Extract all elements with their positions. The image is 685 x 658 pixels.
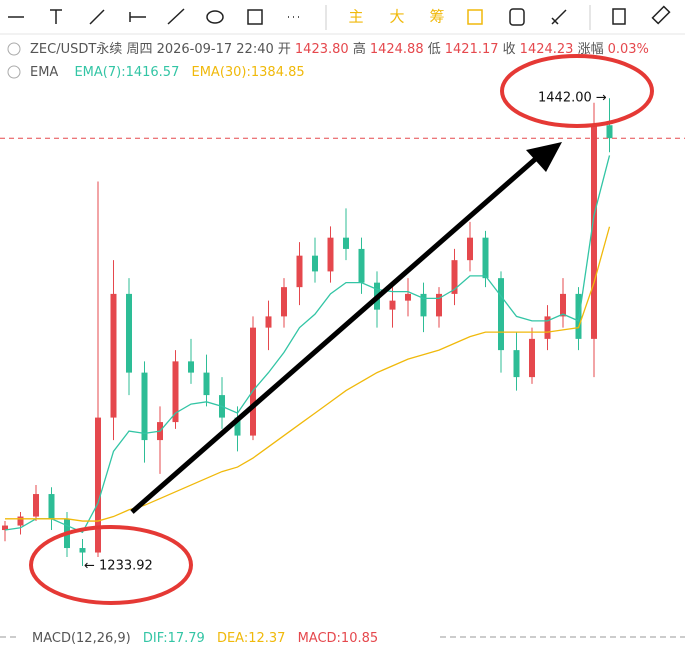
tool-erase[interactable] [551, 9, 567, 25]
dif-label: DIF:17.79 [143, 631, 205, 646]
highlight-ellipse [29, 525, 193, 605]
tool-sync[interactable] [509, 8, 525, 26]
tool-ray[interactable] [89, 9, 105, 25]
plot [0, 98, 685, 567]
label: 收 [503, 42, 516, 57]
candle-body [606, 125, 613, 139]
toolbar [8, 5, 671, 30]
markup-drawings [29, 54, 654, 605]
candle-body [95, 417, 101, 553]
tool-rect[interactable] [247, 9, 263, 25]
candle-body [327, 237, 334, 272]
value: 1421.17 [445, 42, 499, 57]
label: 涨幅 [578, 42, 604, 57]
macd-row: MACD(12,26,9) DIF:17.79 DEA:12.37 MACD:1… [32, 631, 378, 646]
ema-line [4, 155, 611, 534]
candle-body [420, 293, 427, 317]
indicator-name: EMA [30, 65, 58, 80]
max-annotation: 1442.00 → [538, 91, 607, 106]
candle-body [110, 293, 117, 418]
tool-layer[interactable] [612, 8, 626, 25]
candle-body [358, 248, 365, 283]
ema-line [5, 226, 611, 522]
tool-arrow[interactable] [167, 8, 185, 25]
candle-body [33, 494, 39, 517]
candle-body [389, 300, 396, 310]
value: 1424.88 [370, 42, 424, 57]
trend-arrow [130, 153, 542, 514]
candle-body [591, 125, 597, 339]
candle-body [467, 237, 473, 261]
label: 高 [353, 41, 366, 57]
candle-body [250, 327, 256, 436]
dea-label: DEA:12.37 [217, 631, 286, 646]
candle-body [436, 293, 442, 317]
symbol: ZEC/USDT永续 [30, 42, 122, 57]
candle-body [575, 293, 582, 339]
candle-body [2, 525, 8, 531]
datetime: 2026-09-17 22:40 [157, 42, 274, 57]
value: 1423.80 [295, 42, 349, 57]
candle-body [296, 255, 303, 288]
candle-body [126, 293, 132, 373]
candle-body [203, 372, 210, 396]
collapse-icon[interactable] [7, 42, 21, 56]
candle-body [234, 417, 241, 436]
candle-body [281, 287, 287, 317]
candle-body [188, 361, 194, 373]
candle-body [513, 350, 520, 378]
candle-body [498, 278, 504, 351]
candle-body [79, 548, 86, 553]
tool-toggle[interactable] [467, 9, 483, 25]
ema30-label: EMA(30):1384.85 [192, 65, 305, 80]
collapse-icon[interactable] [7, 65, 21, 79]
candle-body [172, 361, 179, 423]
value: 0.03% [608, 42, 649, 57]
min-annotation: ← 1233.92 [84, 559, 153, 574]
candle-body [48, 494, 55, 519]
tool-text[interactable] [50, 9, 62, 24]
toolbar-label[interactable]: 筹 [429, 8, 444, 26]
arrow-head [526, 142, 562, 172]
candle-body [560, 293, 566, 317]
candle-body [265, 316, 272, 328]
label: 低 [428, 42, 441, 57]
toolbar-label[interactable]: 大 [389, 8, 404, 26]
candle-body [343, 237, 349, 249]
macd-label: MACD:10.85 [298, 631, 379, 646]
indicator-row: EMA EMA(7):1416.57 EMA(30):1384.85 [30, 65, 305, 80]
candle-body [529, 338, 535, 378]
toolbar-label[interactable]: 主 [348, 8, 363, 26]
candle-body [544, 316, 551, 339]
highlight-ellipse [500, 54, 654, 128]
candle-body [482, 237, 489, 279]
candle-body [17, 516, 24, 526]
ohlc-header: ZEC/USDT永续 周四 2026-09-17 22:40 开 1423.80 … [30, 41, 649, 57]
macd-name: MACD(12,26,9) [32, 631, 131, 646]
candle-body [312, 255, 318, 272]
candle-body [141, 372, 148, 441]
label: 开 [278, 42, 291, 57]
candle-body [405, 293, 411, 301]
macd-bg [20, 628, 440, 646]
candle-body [451, 260, 458, 294]
tool-ellipse[interactable] [206, 10, 224, 24]
ema7-label: EMA(7):1416.57 [74, 65, 179, 80]
weekday: 周四 [126, 42, 152, 57]
tool-ruler[interactable] [651, 5, 671, 25]
tool-hline[interactable] [129, 12, 146, 22]
value: 1424.23 [520, 42, 574, 57]
